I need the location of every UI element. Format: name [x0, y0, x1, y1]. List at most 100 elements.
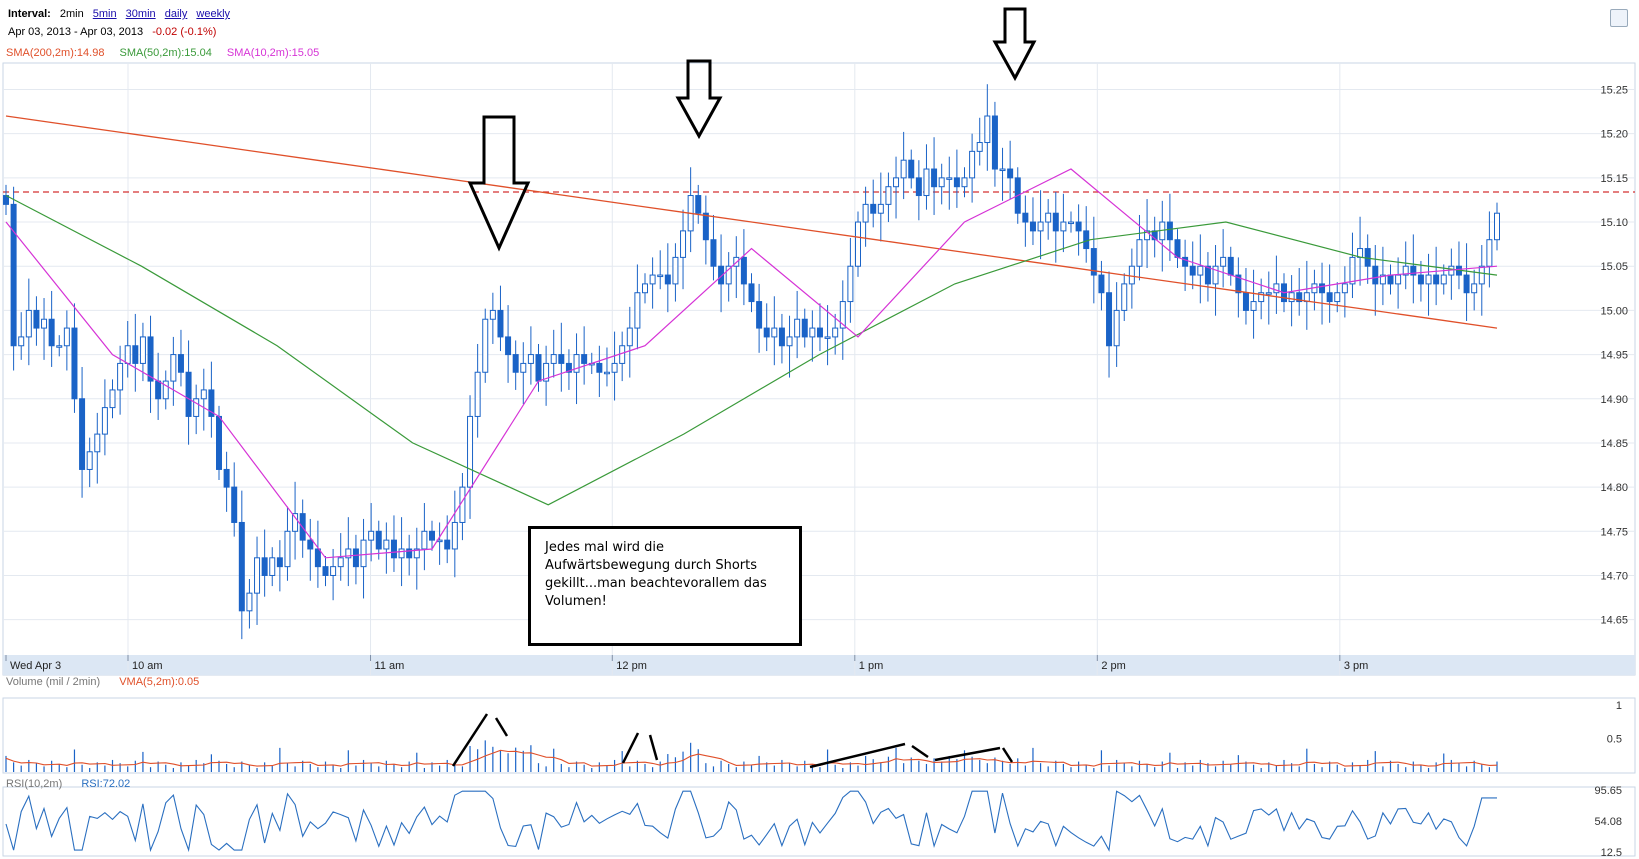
candle-body	[893, 177, 900, 188]
candle-body	[877, 203, 884, 214]
price-change: -0.02 (-0.1%)	[152, 26, 217, 38]
interval-daily-link[interactable]: daily	[164, 8, 188, 20]
candle-body	[695, 195, 702, 214]
candle-body	[1045, 212, 1052, 223]
candle-body	[261, 557, 268, 576]
candle-body	[1258, 292, 1265, 303]
candle-body	[421, 530, 428, 550]
y-tick-label: 15.10	[1600, 217, 1628, 229]
candle-body	[1341, 283, 1348, 294]
interval-bar: Interval: 2min 5min 30min daily weekly	[8, 8, 230, 20]
candle-body	[375, 530, 382, 550]
candle-body	[200, 389, 207, 400]
candle-body	[1220, 256, 1227, 267]
candle-body	[1296, 292, 1303, 303]
candle-body	[885, 186, 892, 205]
candle-body	[406, 548, 413, 559]
candle-body	[908, 159, 915, 179]
candle-body	[390, 539, 397, 559]
expand-icon[interactable]	[1610, 9, 1628, 27]
candle-body	[740, 256, 747, 285]
vma-line	[5, 749, 1498, 767]
candle-body	[383, 539, 390, 550]
candle-body	[794, 318, 801, 338]
candle-body	[961, 177, 968, 188]
y-tick-label: 15.05	[1600, 261, 1628, 273]
candle-body	[231, 486, 238, 523]
candle-body	[649, 274, 656, 285]
candle-body	[543, 362, 550, 382]
candle-body	[1090, 248, 1097, 276]
candle-body	[809, 327, 816, 338]
candle-body	[1319, 283, 1326, 294]
candle-body	[155, 380, 162, 400]
candle-body	[482, 318, 489, 373]
candle-body	[25, 309, 32, 338]
candle-body	[314, 548, 321, 568]
candle-body	[778, 327, 785, 347]
candle-body	[162, 380, 169, 400]
candle-body	[969, 150, 976, 179]
candle-body	[117, 362, 124, 391]
candle-body	[1273, 283, 1280, 294]
sma200-line	[5, 115, 1498, 329]
candle-body	[1166, 221, 1173, 241]
candle-body	[642, 283, 648, 294]
candle-body	[1083, 230, 1090, 250]
interval-30min-link[interactable]: 30min	[125, 8, 156, 20]
candle-body	[337, 557, 344, 568]
candle-body	[763, 327, 770, 338]
candle-body	[208, 389, 215, 417]
candle-body	[1075, 221, 1082, 232]
candle-body	[953, 177, 960, 188]
volume-tick-label: 0.5	[1607, 734, 1622, 746]
candle-body	[520, 362, 527, 373]
time-axis-band	[3, 655, 1635, 675]
candle-body	[1410, 265, 1417, 276]
candle-body	[132, 345, 139, 364]
candle-body	[1052, 212, 1059, 232]
candle-body	[276, 557, 283, 568]
candle-body	[1486, 239, 1493, 267]
time-label: Wed Apr 3	[10, 660, 61, 672]
candle-body	[330, 566, 337, 576]
candle-body	[847, 265, 854, 303]
candle-body	[1197, 265, 1204, 276]
candle-body	[748, 283, 755, 303]
candle-body	[254, 557, 261, 594]
candle-body	[786, 336, 793, 347]
volume-panel-label-row: Volume (mil / 2min) VMA(5,2m):0.05	[6, 676, 199, 688]
time-label: 3 pm	[1344, 660, 1368, 672]
candle-body	[413, 548, 420, 559]
candle-body	[1182, 256, 1189, 267]
candle-body	[946, 177, 953, 180]
candle-body	[832, 327, 839, 338]
candle-body	[1022, 212, 1029, 223]
candle-body	[626, 327, 633, 347]
candle-body	[1440, 274, 1447, 285]
y-tick-label: 14.65	[1600, 615, 1628, 627]
volume-trend-marks	[451, 713, 1014, 769]
interval-2min[interactable]: 2min	[59, 8, 84, 20]
candle-body	[1417, 274, 1424, 285]
sma10-line	[5, 168, 1498, 559]
candle-body	[1136, 239, 1143, 267]
interval-5min-link[interactable]: 5min	[92, 8, 117, 20]
candle-body	[124, 345, 131, 364]
candle-body	[238, 521, 245, 612]
candle-body	[345, 548, 352, 559]
time-label: 12 pm	[616, 660, 647, 672]
candle-body	[1379, 274, 1386, 285]
sma200-legend: SMA(200,2m):14.98	[6, 47, 105, 59]
candle-body	[292, 513, 299, 532]
down-arrow-2	[675, 59, 723, 140]
sma50-line	[5, 194, 1498, 506]
candle-body	[1478, 265, 1485, 285]
candle-body	[725, 265, 732, 285]
candle-body	[322, 566, 329, 576]
candle-body	[596, 362, 603, 373]
y-tick-label: 14.90	[1600, 394, 1628, 406]
y-tick-label: 14.80	[1600, 482, 1628, 494]
sma50-legend: SMA(50,2m):15.04	[119, 47, 212, 59]
interval-weekly-link[interactable]: weekly	[196, 8, 231, 20]
